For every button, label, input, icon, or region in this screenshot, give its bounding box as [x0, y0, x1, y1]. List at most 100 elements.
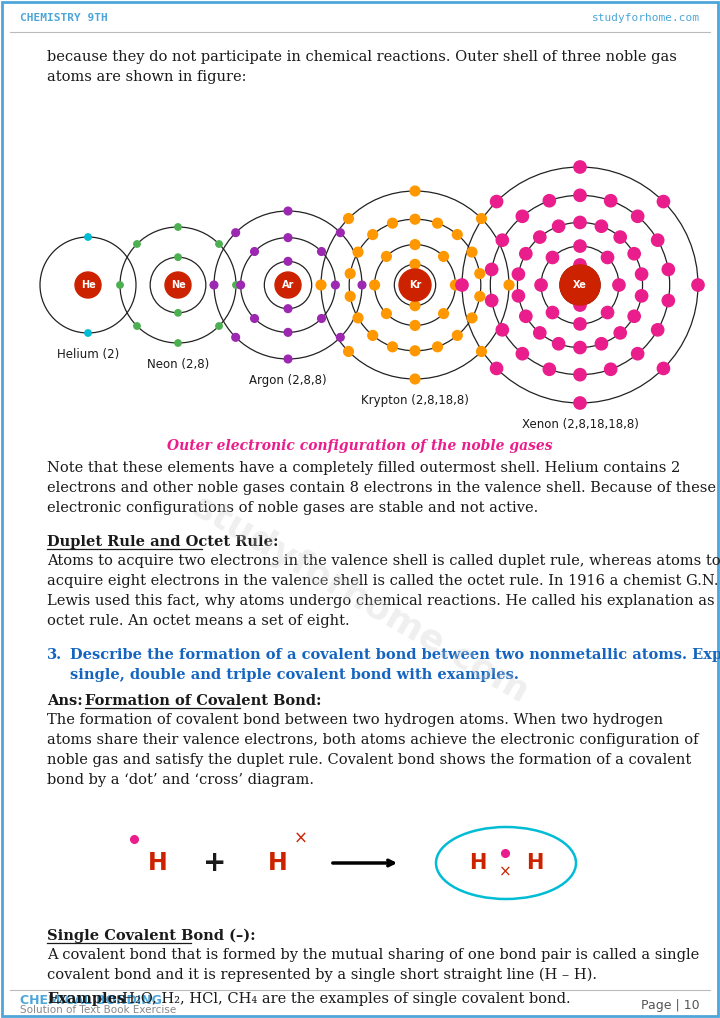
Circle shape [251, 247, 258, 256]
Circle shape [251, 315, 258, 323]
Circle shape [662, 294, 675, 306]
Circle shape [134, 241, 140, 247]
Circle shape [275, 272, 301, 298]
Text: CHEMICAL BONDING: CHEMICAL BONDING [20, 994, 162, 1007]
Text: A covalent bond that is formed by the mutual sharing of one bond pair is called : A covalent bond that is formed by the mu… [47, 948, 699, 962]
Circle shape [346, 291, 355, 301]
Circle shape [452, 230, 462, 239]
Circle shape [343, 214, 354, 223]
Circle shape [410, 239, 420, 249]
Circle shape [318, 247, 325, 256]
Circle shape [433, 342, 442, 352]
Text: ×: × [499, 864, 511, 880]
Text: CHEMISTRY 9TH: CHEMISTRY 9TH [20, 13, 108, 23]
Circle shape [410, 215, 420, 224]
Text: Krypton (2,8,18,8): Krypton (2,8,18,8) [361, 394, 469, 407]
Circle shape [605, 363, 617, 376]
Circle shape [546, 306, 559, 319]
Circle shape [467, 313, 477, 323]
Text: H: H [148, 851, 168, 875]
Circle shape [134, 323, 140, 329]
Circle shape [346, 269, 355, 279]
Circle shape [451, 280, 460, 290]
Text: He: He [81, 280, 95, 290]
Circle shape [636, 268, 648, 280]
Circle shape [636, 290, 648, 302]
Circle shape [368, 230, 377, 239]
Circle shape [574, 369, 586, 381]
Circle shape [692, 279, 704, 291]
Text: Ans:: Ans: [47, 694, 83, 708]
Text: Atoms to acquire two electrons in the valence shell is called duplet rule, where: Atoms to acquire two electrons in the va… [47, 554, 720, 568]
Circle shape [331, 281, 339, 289]
Text: Duplet Rule and Octet Rule:: Duplet Rule and Octet Rule: [47, 535, 279, 549]
Circle shape [232, 334, 240, 341]
Text: Outer electronic configuration of the noble gases: Outer electronic configuration of the no… [167, 439, 553, 453]
Text: Examples: Examples [47, 992, 125, 1006]
Circle shape [546, 251, 559, 264]
Circle shape [657, 362, 670, 375]
Circle shape [284, 234, 292, 241]
Circle shape [475, 291, 485, 301]
Circle shape [438, 308, 449, 319]
Circle shape [410, 300, 420, 310]
Circle shape [543, 194, 555, 207]
Text: noble gas and satisfy the duplet rule. Covalent bond shows the formation of a co: noble gas and satisfy the duplet rule. C… [47, 753, 691, 767]
Circle shape [467, 247, 477, 257]
Circle shape [75, 272, 101, 298]
Text: Ne: Ne [171, 280, 185, 290]
Circle shape [628, 310, 640, 323]
Circle shape [601, 306, 613, 319]
Circle shape [605, 194, 617, 207]
Text: H: H [526, 853, 544, 873]
Circle shape [284, 207, 292, 215]
Circle shape [175, 224, 181, 230]
Text: Xenon (2,8,18,18,8): Xenon (2,8,18,18,8) [521, 418, 639, 431]
Circle shape [433, 218, 442, 228]
Circle shape [504, 280, 514, 290]
Text: +: + [203, 849, 227, 876]
Circle shape [574, 259, 586, 271]
Circle shape [438, 251, 449, 262]
Text: because they do not participate in chemical reactions. Outer shell of three nobl: because they do not participate in chemi… [47, 50, 677, 64]
Circle shape [210, 281, 218, 289]
Circle shape [574, 341, 586, 353]
Circle shape [85, 234, 91, 240]
Circle shape [450, 835, 506, 891]
Circle shape [410, 186, 420, 195]
Circle shape [520, 310, 532, 323]
Circle shape [318, 315, 325, 323]
Text: atoms are shown in figure:: atoms are shown in figure: [47, 70, 246, 84]
Circle shape [490, 195, 503, 208]
Circle shape [631, 210, 644, 223]
Circle shape [652, 234, 664, 246]
Circle shape [657, 195, 670, 208]
Circle shape [452, 331, 462, 340]
Text: Neon (2,8): Neon (2,8) [147, 358, 209, 371]
Text: H: H [469, 853, 487, 873]
Circle shape [382, 308, 391, 319]
Circle shape [574, 240, 586, 252]
Circle shape [175, 253, 181, 261]
Circle shape [284, 304, 292, 313]
Circle shape [382, 251, 391, 262]
Circle shape [284, 355, 292, 362]
Text: studyforhome.com: studyforhome.com [186, 490, 534, 711]
Circle shape [246, 831, 310, 895]
Circle shape [369, 280, 379, 290]
Text: atoms share their valence electrons, both atoms achieve the electronic configura: atoms share their valence electrons, bot… [47, 733, 698, 747]
Circle shape [574, 318, 586, 330]
Circle shape [614, 231, 626, 243]
Circle shape [574, 216, 586, 229]
Text: single, double and triple covalent bond with examples.: single, double and triple covalent bond … [70, 668, 519, 682]
Circle shape [595, 220, 608, 232]
Circle shape [534, 327, 546, 339]
Circle shape [456, 279, 468, 291]
Text: acquire eight electrons in the valence shell is called the octet rule. In 1916 a: acquire eight electrons in the valence s… [47, 574, 719, 588]
Circle shape [574, 397, 586, 409]
Circle shape [601, 251, 613, 264]
Circle shape [631, 347, 644, 359]
Circle shape [477, 214, 486, 223]
Circle shape [574, 161, 586, 173]
Text: Solution of Text Book Exercise: Solution of Text Book Exercise [20, 1005, 176, 1015]
